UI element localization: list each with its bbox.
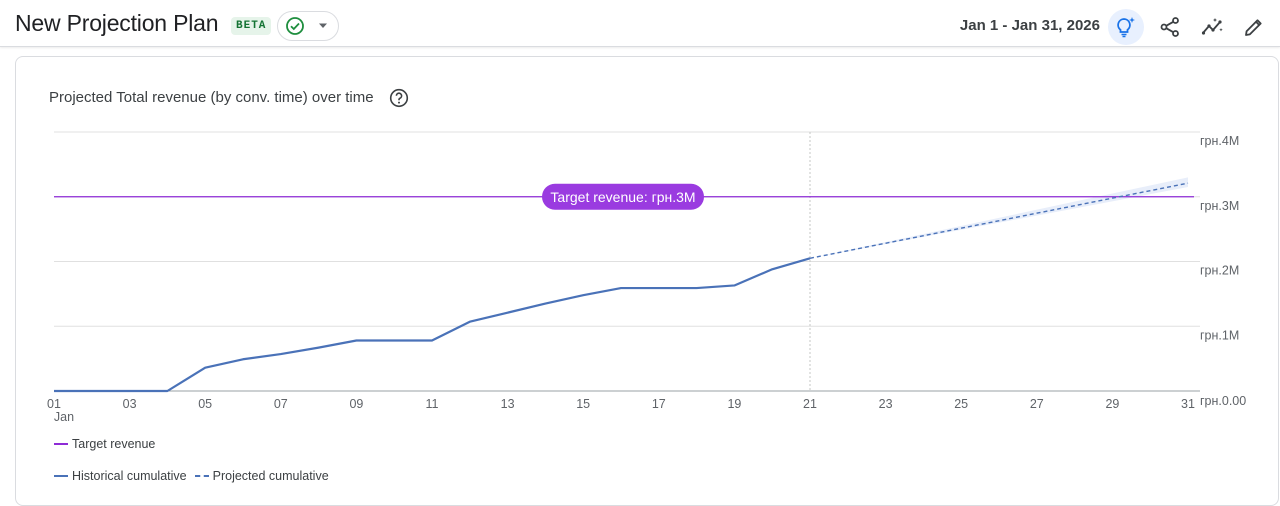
chevron-down-icon: [319, 23, 327, 28]
x-tick-label: 29: [1105, 397, 1119, 411]
legend-label-projected: Projected cumulative: [212, 469, 329, 483]
chart-card: [15, 56, 1279, 506]
y-tick-label: грн.4M: [1200, 134, 1239, 148]
legend-label-historical: Historical cumulative: [72, 469, 187, 483]
y-tick-label: грн.1M: [1200, 328, 1239, 342]
x-tick-label: 05: [198, 397, 212, 411]
date-range[interactable]: Jan 1 - Jan 31, 2026: [959, 17, 1100, 34]
x-tick-label: 25: [954, 397, 968, 411]
projected-cumulative-line: [809, 182, 1189, 259]
beta-badge: BETA: [231, 17, 272, 35]
legend-swatch-target: [54, 443, 68, 445]
check-circle-icon: [286, 17, 304, 35]
x-tick-label: 31: [1181, 397, 1195, 411]
y-tick-label: грн.2M: [1200, 264, 1239, 278]
page-title: New Projection Plan: [15, 10, 219, 36]
legend-item-historical[interactable]: Historical cumulative: [54, 469, 187, 483]
y-tick-label: грн.3M: [1200, 199, 1239, 213]
projection-confidence-band: [810, 177, 1188, 259]
x-tick-label: 15: [576, 397, 590, 411]
share-icon[interactable]: [1152, 9, 1188, 45]
target-revenue-pill: [542, 183, 704, 210]
x-tick-label: 09: [349, 397, 363, 411]
insights-icon[interactable]: [1195, 9, 1231, 45]
x-tick-label: 27: [1030, 397, 1044, 411]
x-tick-label: 07: [274, 397, 288, 411]
x-tick-label: 01: [47, 397, 61, 411]
status-dropdown-button[interactable]: [277, 11, 339, 41]
legend-item-projected[interactable]: Projected cumulative: [194, 469, 329, 483]
x-tick-label: 23: [879, 397, 893, 411]
legend-row-series: Historical cumulative Projected cumulati…: [54, 469, 337, 483]
legend-label-target: Target revenue: [72, 437, 156, 451]
target-revenue-pill-label: Target revenue: грн.3M: [550, 189, 695, 205]
legend-item-target[interactable]: Target revenue: [54, 437, 155, 451]
legend-row-target: Target revenue: [54, 437, 163, 451]
y-tick-label: грн.0.00: [1200, 394, 1246, 408]
lightbulb-sparkle-icon[interactable]: [1108, 9, 1144, 45]
x-tick-label: 17: [652, 397, 666, 411]
historical-cumulative-line: [54, 257, 811, 393]
top-bar: New Projection Plan BETA Jan 1 - Jan 31,…: [0, 0, 1280, 47]
x-tick-label: 13: [501, 397, 515, 411]
x-tick-label: 11: [426, 397, 439, 411]
x-tick-label: 19: [727, 397, 741, 411]
help-icon[interactable]: [389, 88, 409, 108]
x-tick-label: 03: [123, 397, 137, 411]
legend-swatch-projected: [194, 475, 209, 477]
legend-swatch-historical: [54, 475, 68, 477]
edit-icon[interactable]: [1236, 9, 1272, 45]
x-month-label: Jan: [54, 410, 74, 424]
x-tick-label: 21: [803, 397, 817, 411]
projection-chart: грн.0.00 грн.1M грн.2M грн.3M грн.4M 01 03 05 07…: [47, 131, 1246, 424]
chart-title: Projected Total revenue (by conv. time) …: [49, 89, 374, 106]
